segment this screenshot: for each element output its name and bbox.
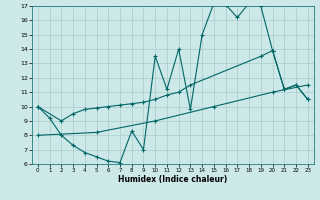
X-axis label: Humidex (Indice chaleur): Humidex (Indice chaleur) bbox=[118, 175, 228, 184]
